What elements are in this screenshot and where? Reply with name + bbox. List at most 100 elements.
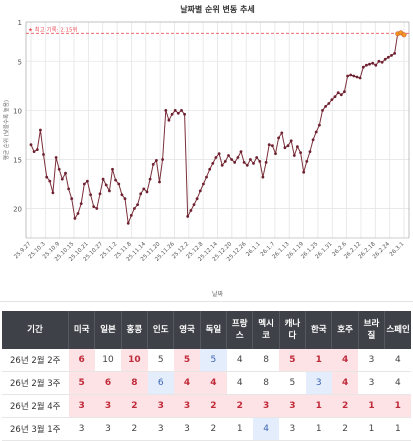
data-point	[183, 112, 187, 116]
data-point	[198, 189, 202, 193]
rank-cell: 3	[173, 394, 201, 418]
data-point	[308, 150, 312, 154]
data-point	[390, 54, 393, 57]
rank-cell: 6	[68, 349, 95, 372]
data-point	[371, 61, 375, 65]
rank-cell: 3	[147, 394, 174, 418]
rank-table: 기간 미국 일본 홍콩 인도 영국 독일 프랑스 멕시코 캐나다 한국 호주 브라질 스페인 26년 2월…	[2, 311, 411, 441]
rank-cell: 3	[279, 394, 306, 418]
data-point	[139, 192, 143, 196]
rank-cell: 3	[147, 417, 174, 441]
data-point	[151, 163, 155, 166]
best-record-label: ★ 최고 기록: 2.15위	[28, 25, 78, 33]
country-header: 브라질	[357, 311, 385, 349]
rank-cell: 1	[305, 417, 332, 441]
rank-cell: 8	[252, 371, 280, 395]
country-header: 영국	[173, 311, 201, 349]
rank-cell: 4	[331, 349, 359, 372]
data-point	[327, 102, 331, 105]
country-header: 스페인	[384, 311, 411, 349]
data-point	[349, 73, 353, 77]
rank-table-body: 26년 2월 2주 6 10 10 5 5 5 4 8 5 1 4 3 4 26년 2월 3주 5 6 8 6 4 4 4…	[2, 349, 411, 441]
country-header: 프랑스	[226, 311, 253, 349]
rank-cell: 5	[279, 371, 306, 395]
data-point	[176, 111, 180, 115]
rank-cell: 5	[147, 349, 174, 372]
rank-cell: 4	[384, 349, 411, 372]
data-point	[217, 152, 221, 156]
data-point	[108, 189, 111, 193]
data-point	[111, 167, 114, 171]
data-point	[79, 202, 83, 206]
data-point	[380, 60, 384, 64]
rank-cell: 5	[279, 349, 306, 372]
data-point	[158, 180, 161, 184]
data-point	[267, 143, 271, 147]
data-point	[148, 177, 152, 181]
rank-table-header-row: 기간 미국 일본 홍콩 인도 영국 독일 프랑스 멕시코 캐나다 한국 호주 브라질 스페인	[2, 311, 411, 349]
data-point	[54, 156, 58, 159]
rank-cell: 3	[358, 371, 385, 395]
data-point	[330, 98, 334, 101]
data-point	[368, 62, 371, 66]
data-point	[133, 207, 136, 210]
country-header: 멕시코	[252, 311, 280, 349]
trend-chart: 날짜별 순위 변동 추세 1 5 10 15 20 25.9.27 25.10.3 25.10.…	[0, 4, 413, 302]
data-point	[346, 74, 349, 78]
period-cell: 26년 2월 2주	[2, 349, 69, 372]
data-point	[358, 76, 362, 80]
table-row: 26년 3월 1주 3 3 2 3 3 2 1 4 3 1 2 1 1	[2, 417, 411, 441]
data-point	[236, 156, 240, 159]
country-header: 독일	[199, 311, 227, 349]
data-point	[261, 175, 265, 179]
rank-cell: 4	[226, 371, 253, 395]
data-point	[82, 182, 86, 186]
period-cell: 26년 3월 1주	[2, 417, 69, 441]
data-point	[383, 57, 387, 61]
rank-cell: 8	[252, 349, 280, 372]
chart-title: 날짜별 순위 변동 추세	[180, 4, 255, 14]
y-tick-label: 1	[18, 19, 22, 27]
data-point	[155, 159, 158, 162]
data-point	[32, 150, 36, 154]
country-header: 호주	[331, 311, 359, 349]
data-point	[180, 109, 183, 112]
data-point	[51, 191, 55, 195]
data-point	[86, 179, 89, 183]
data-point	[70, 197, 74, 201]
data-point	[123, 197, 127, 201]
data-point	[339, 93, 343, 97]
rank-cell: 8	[121, 371, 148, 395]
data-point	[114, 178, 117, 182]
rank-cell: 3	[68, 417, 95, 441]
data-point	[245, 163, 249, 167]
x-tick-label: 26.3.1	[389, 241, 406, 258]
data-point	[117, 182, 121, 186]
data-point	[145, 190, 149, 194]
rank-cell: 1	[384, 394, 411, 418]
data-point	[161, 158, 165, 161]
rank-cell: 10	[121, 349, 148, 372]
x-tick-label: 26.1.1	[245, 241, 262, 258]
data-point	[48, 179, 52, 183]
period-cell: 26년 2월 3주	[2, 371, 69, 395]
data-point	[289, 139, 293, 143]
data-point	[252, 162, 255, 165]
rank-cell: 3	[173, 417, 201, 441]
data-point	[57, 167, 61, 171]
data-point	[76, 212, 80, 215]
data-point	[277, 136, 280, 140]
rank-cell: 2	[121, 394, 148, 418]
data-point	[45, 175, 49, 179]
y-tick-label: 10	[13, 107, 22, 115]
data-point	[264, 161, 268, 164]
data-point	[258, 160, 262, 163]
data-point	[220, 163, 224, 167]
rank-cell: 3	[252, 394, 280, 418]
rank-cell: 10	[94, 349, 122, 372]
data-point	[324, 105, 327, 108]
data-point	[104, 183, 108, 187]
data-point	[374, 63, 378, 67]
data-point	[223, 160, 227, 163]
rank-cell: 1	[305, 394, 332, 418]
